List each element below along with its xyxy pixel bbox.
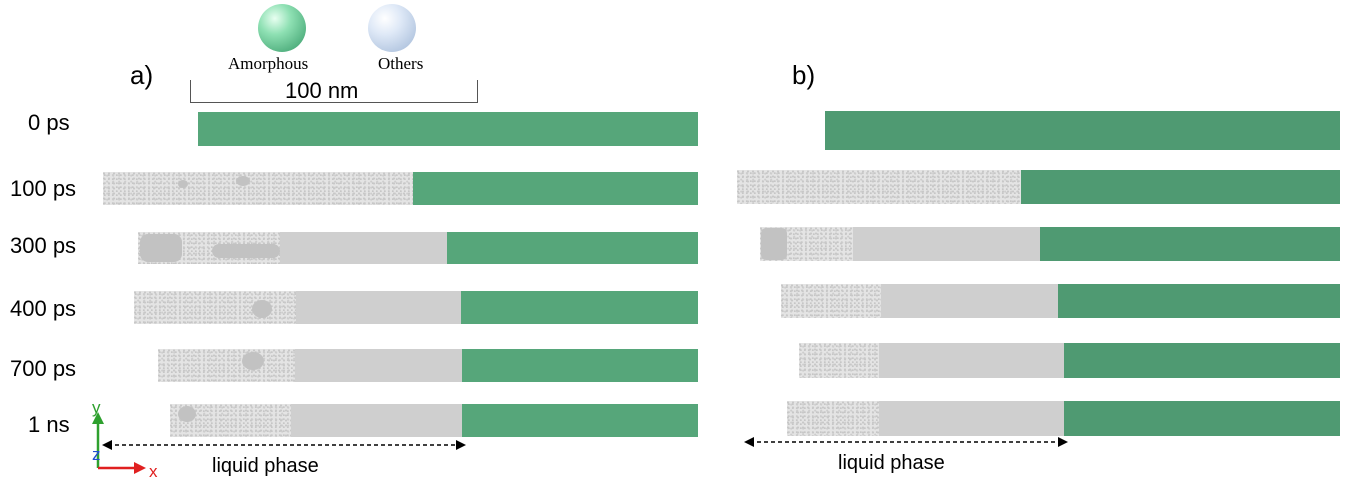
bar-b-1ns-amorphous bbox=[1064, 401, 1340, 436]
time-label-0ps: 0 ps bbox=[28, 110, 70, 135]
liquid-phase-label-b: liquid phase bbox=[838, 452, 945, 474]
bar-b-400ps-amorphous bbox=[1058, 284, 1340, 318]
bar-b-0ps-amorphous bbox=[825, 111, 1340, 150]
bar-a-100ps-cluster bbox=[178, 180, 188, 188]
legend-amorphous-label: Amorphous bbox=[228, 54, 309, 73]
bar-a-0ps-amorphous bbox=[198, 112, 698, 146]
panel-b-label: b) bbox=[792, 60, 816, 90]
time-label-300ps: 300 ps bbox=[10, 233, 77, 258]
time-label-400ps: 400 ps bbox=[10, 296, 77, 321]
bar-a-700ps-liquid bbox=[158, 349, 295, 382]
bar-b-300ps-amorphous bbox=[1040, 227, 1340, 261]
scale-bar-label: 100 nm bbox=[285, 78, 359, 103]
bar-b-100ps-amorphous bbox=[1021, 170, 1340, 204]
time-label-1ns: 1 ns bbox=[28, 412, 70, 437]
legend-others-sphere-icon bbox=[368, 4, 416, 52]
liquid-phase-arrow-b bbox=[744, 437, 1068, 447]
bar-b-400ps-liquid bbox=[781, 284, 882, 318]
bar-a-700ps-amorphous bbox=[462, 349, 698, 382]
axis-z-label: z bbox=[92, 445, 101, 464]
bar-a-700ps-cluster bbox=[242, 352, 264, 370]
bar-b-1ns-crystal bbox=[879, 401, 1065, 436]
axis-triad-icon: y z x bbox=[92, 398, 158, 480]
bar-a-1ns-crystal bbox=[291, 404, 463, 437]
bar-a-700ps-crystal bbox=[295, 349, 463, 382]
bar-b-100ps-liquid bbox=[737, 170, 1023, 204]
bar-a-400ps-amorphous bbox=[461, 291, 698, 324]
axis-x-label: x bbox=[149, 462, 158, 480]
bar-a-300ps-crystal bbox=[280, 232, 448, 264]
legend-amorphous-sphere-icon bbox=[258, 4, 306, 52]
bar-b-700ps-amorphous bbox=[1064, 343, 1340, 378]
bar-b-700ps-crystal bbox=[879, 343, 1065, 378]
scale-bar bbox=[190, 80, 478, 103]
axis-y-label: y bbox=[92, 398, 101, 417]
bar-b-400ps-crystal bbox=[881, 284, 1059, 318]
bar-a-400ps-cluster bbox=[252, 300, 272, 318]
bar-a-400ps-crystal bbox=[296, 291, 462, 324]
bar-a-300ps-cluster bbox=[212, 244, 280, 258]
bar-b-1ns-liquid bbox=[787, 401, 880, 436]
time-label-100ps: 100 ps bbox=[10, 176, 77, 201]
legend-others-label: Others bbox=[378, 54, 424, 73]
bar-a-100ps-amorphous bbox=[413, 172, 698, 205]
liquid-phase-arrow-a bbox=[102, 440, 466, 450]
bar-b-300ps-crystal bbox=[853, 227, 1041, 261]
bar-a-300ps-cluster bbox=[140, 234, 182, 262]
bar-b-300ps-cluster bbox=[761, 228, 787, 260]
bar-a-1ns-cluster bbox=[178, 406, 196, 422]
time-label-700ps: 700 ps bbox=[10, 356, 77, 381]
bar-a-100ps-cluster bbox=[236, 176, 250, 186]
bar-a-100ps-liquid bbox=[103, 172, 415, 205]
panel-a-label: a) bbox=[130, 60, 154, 90]
bar-a-1ns-amorphous bbox=[462, 404, 698, 437]
bar-a-300ps-amorphous bbox=[447, 232, 698, 264]
liquid-phase-label-a: liquid phase bbox=[212, 455, 319, 477]
bar-b-700ps-liquid bbox=[799, 343, 880, 378]
